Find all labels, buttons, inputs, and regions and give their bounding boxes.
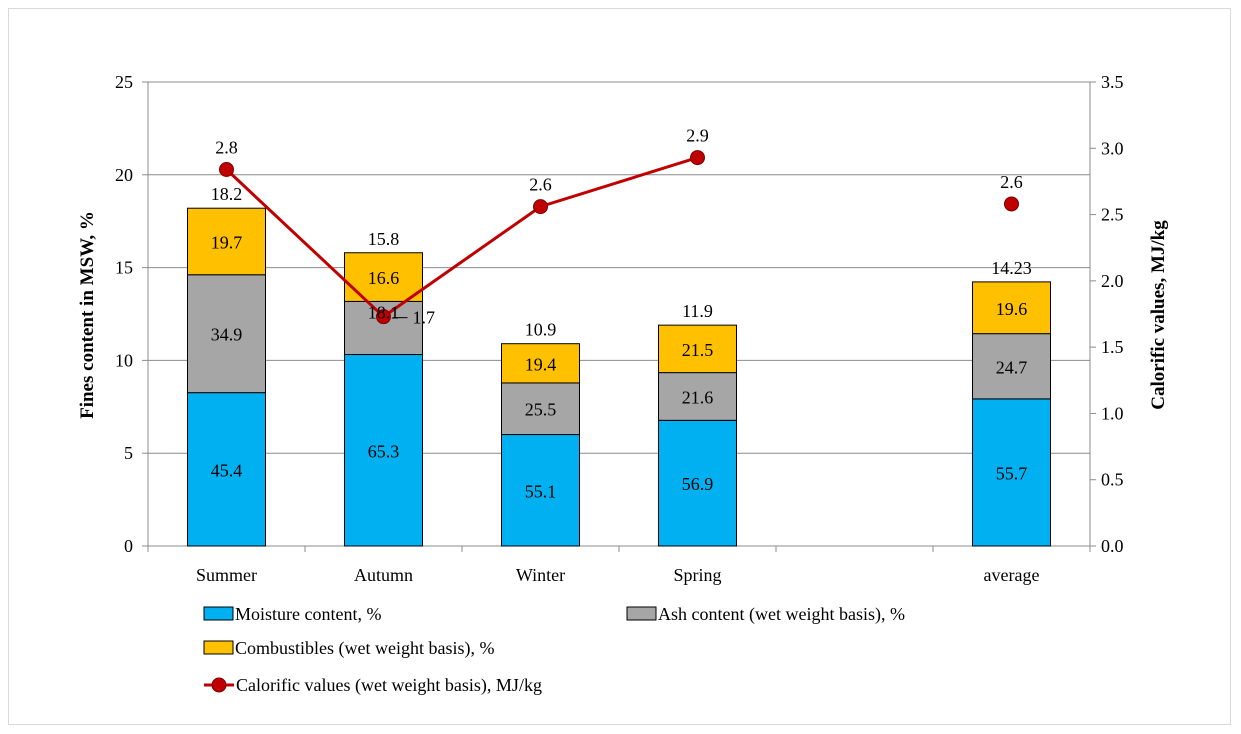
bar-total-label: 18.2 xyxy=(211,184,243,204)
y2-axis-title: Calorific values, MJ/kg xyxy=(1148,220,1169,410)
bar-segment xyxy=(344,354,423,547)
segment-label: 21.6 xyxy=(682,387,714,407)
y2-tick-label: 3.5 xyxy=(1101,72,1124,92)
bar-segment xyxy=(187,274,266,394)
tick-labels: 0 5 10 15 20 25 0.0 0.5 1.0 1.5 2.0 2.5 3.0 3.5 Summer… xyxy=(115,72,1124,585)
bar-segment xyxy=(658,419,737,547)
y-tick-label: 10 xyxy=(115,350,133,370)
segment-label: 34.9 xyxy=(211,325,243,345)
y2-tick-label: 2.0 xyxy=(1101,271,1124,291)
bar-segment xyxy=(501,382,580,436)
y2-tick-label: 2.5 xyxy=(1101,205,1124,225)
calorific-label: 2.9 xyxy=(686,126,709,146)
y-tick-label: 25 xyxy=(115,72,133,92)
bar-segment xyxy=(658,372,737,421)
segment-label: 56.9 xyxy=(682,474,714,494)
calorific-label: 2.6 xyxy=(1000,172,1023,192)
legend-marker xyxy=(211,677,227,693)
segment-label: 55.7 xyxy=(996,463,1028,483)
calorific-line xyxy=(225,156,698,319)
calorific-label: 2.6 xyxy=(529,175,552,195)
y-axis-title: Fines content in MSW, % xyxy=(77,211,98,419)
segment-label: 19.6 xyxy=(996,299,1028,319)
y-tick-label: 20 xyxy=(115,165,133,185)
bar-total-label: 15.8 xyxy=(368,229,400,249)
x-tick-label: Winter xyxy=(516,565,565,585)
calorific-line-series xyxy=(219,150,1019,325)
calorific-point xyxy=(376,309,391,325)
legend-swatch xyxy=(203,606,234,621)
bar-segment xyxy=(972,281,1051,335)
y-tick-label: 0 xyxy=(124,536,133,556)
axes xyxy=(147,82,1091,547)
segment-label: 55.1 xyxy=(525,481,557,501)
legend-label: Combustibles (wet weight basis), % xyxy=(235,638,494,659)
x-tick-label: Autumn xyxy=(354,565,413,585)
bar-total-label: 14.23 xyxy=(991,258,1032,278)
segment-label: 65.3 xyxy=(368,441,400,461)
bar-total-label: 11.9 xyxy=(682,301,713,321)
y2-tick-label: 3.0 xyxy=(1101,138,1124,158)
bar-segment xyxy=(658,324,737,374)
segment-label: 24.7 xyxy=(996,357,1028,377)
y2-tick-label: 0.0 xyxy=(1101,536,1124,556)
bar-total-label: 10.9 xyxy=(525,320,557,340)
gridlines xyxy=(148,81,1090,454)
y2-tick-label: 0.5 xyxy=(1101,470,1124,490)
segment-label: 18.1 xyxy=(368,302,400,322)
legend: Moisture content, % Ash content (wet weig… xyxy=(203,604,905,696)
calorific-point xyxy=(690,150,705,166)
y2-tick-label: 1.5 xyxy=(1101,337,1124,357)
segment-label: 19.4 xyxy=(525,354,557,374)
bar-segment xyxy=(501,434,580,547)
legend-label: Ash content (wet weight basis), % xyxy=(658,604,905,625)
bars xyxy=(187,207,1051,547)
y-tick-label: 5 xyxy=(124,443,133,463)
segment-label: 16.6 xyxy=(368,268,400,288)
x-tick-label: average xyxy=(984,565,1040,585)
segment-label: 45.4 xyxy=(211,460,243,480)
data-labels: 45.4 34.9 19.7 18.2 65.3 18.1 16.6 15.8 55.1 25.5… xyxy=(211,126,1032,502)
calorific-label: 2.8 xyxy=(215,137,238,157)
calorific-point xyxy=(533,199,548,215)
calorific-point xyxy=(1004,196,1019,212)
x-tick-label: Summer xyxy=(196,565,257,585)
legend-swatch xyxy=(203,640,234,655)
y2-tick-label: 1.0 xyxy=(1101,403,1124,423)
calorific-label: 1.7 xyxy=(413,308,436,328)
legend-swatch xyxy=(626,606,657,621)
bar-segment xyxy=(187,392,266,547)
bar-segment xyxy=(187,207,266,276)
segment-label: 25.5 xyxy=(525,400,557,420)
legend-label: Calorific values (wet weight basis), MJ/… xyxy=(236,675,542,696)
y-tick-label: 15 xyxy=(115,258,133,278)
legend-label: Moisture content, % xyxy=(235,604,381,624)
calorific-point xyxy=(219,161,234,177)
segment-label: 21.5 xyxy=(682,340,714,360)
segment-label: 19.7 xyxy=(211,232,243,252)
x-tick-label: Spring xyxy=(673,565,721,585)
bar-segment xyxy=(501,343,580,384)
